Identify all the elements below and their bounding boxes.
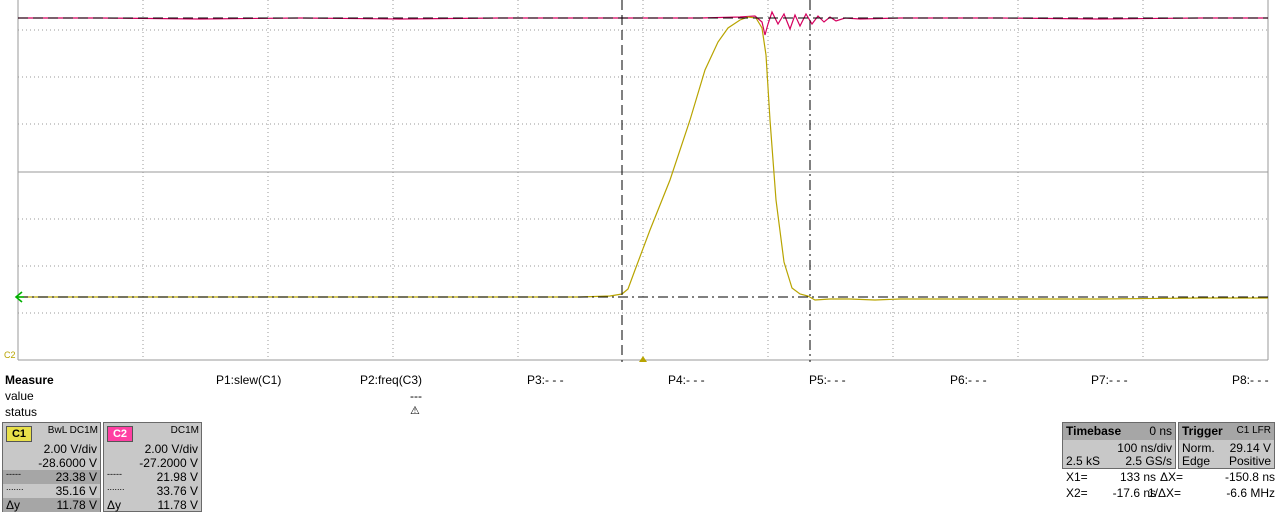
- c2-cursor2-symbol: .......: [107, 482, 125, 492]
- c1-cursor1-symbol: -----: [6, 469, 21, 479]
- x2-value: -17.6 ns: [1112, 486, 1156, 500]
- c2-offscreen-marker[interactable]: C2: [4, 350, 16, 360]
- timebase-title: Timebase: [1066, 424, 1122, 438]
- c1-delta-symbol: Δy: [6, 498, 21, 512]
- trigger-source: C1 LFR: [1236, 425, 1271, 436]
- inv-dx-value: -6.6 MHz: [1226, 486, 1275, 500]
- c1-cursor2-value: 35.16 V: [55, 484, 97, 498]
- c2-scale: 2.00 V/div: [144, 442, 198, 456]
- c1-ground-marker[interactable]: [14, 291, 24, 303]
- c1-cursor1-value: 23.38 V: [55, 470, 97, 484]
- measure-param-p7[interactable]: P7:- - -: [1091, 373, 1128, 387]
- trigger-level: 29.14 V: [1229, 441, 1271, 455]
- trigger-title: Trigger: [1182, 424, 1223, 438]
- trigger-mode: Norm.: [1182, 441, 1215, 455]
- x2-label: X2=: [1066, 486, 1088, 500]
- measure-param-p5[interactable]: P5:- - -: [809, 373, 846, 387]
- x1-label: X1=: [1066, 470, 1088, 484]
- timebase-delay: 0 ns: [1149, 424, 1172, 438]
- trigger-position-marker[interactable]: [639, 356, 647, 362]
- measure-row-status-label: status: [5, 405, 38, 419]
- c2-coupling: DC1M: [170, 425, 199, 436]
- c2-cursor1-value: 21.98 V: [156, 470, 198, 484]
- c2-waveform: [18, 10, 1268, 36]
- c1-offset: -28.6000 V: [38, 456, 97, 470]
- c1-channel-panel[interactable]: C1 BwL DC1M 2.00 V/div -28.6000 V ----- …: [2, 422, 101, 512]
- trigger-type: Edge: [1182, 454, 1211, 468]
- measure-param-p6[interactable]: P6:- - -: [950, 373, 987, 387]
- x1-value: 133 ns: [1119, 470, 1156, 484]
- measure-param-p3[interactable]: P3:- - -: [527, 373, 564, 387]
- c2-cursor2-value: 33.76 V: [156, 484, 198, 498]
- dx-label: ΔX=: [1160, 470, 1184, 484]
- c2-delta-symbol: Δy: [107, 498, 122, 512]
- c1-waveform: [18, 16, 1268, 301]
- measure-row-value-label: value: [5, 389, 34, 403]
- cursor-overlay[interactable]: [18, 0, 1268, 362]
- c2-delta-value: 11.78 V: [157, 498, 198, 512]
- c2-offset: -27.2000 V: [139, 456, 198, 470]
- c1-scale: 2.00 V/div: [43, 442, 97, 456]
- c1-delta-value: 11.78 V: [56, 498, 97, 512]
- c2-channel-panel[interactable]: C2 DC1M 2.00 V/div -27.2000 V ----- 21.9…: [103, 422, 202, 512]
- timebase-rate: 2.5 GS/s: [1125, 454, 1172, 468]
- c1-coupling: BwL DC1M: [47, 425, 98, 436]
- c2-channel-tag[interactable]: C2: [107, 426, 133, 442]
- c2-cursor1-symbol: -----: [107, 469, 122, 479]
- warning-icon: ⚠: [410, 405, 420, 417]
- measure-title: Measure: [5, 373, 54, 387]
- measure-param-p4[interactable]: P4:- - -: [668, 373, 705, 387]
- graticule: [17, 0, 1269, 361]
- measure-param-p2[interactable]: P2:freq(C3): [360, 373, 423, 387]
- timebase-samples: 2.5 kS: [1066, 454, 1101, 468]
- inv-dx-label: 1/ΔX=: [1148, 486, 1182, 500]
- c1-cursor2-symbol: .......: [6, 482, 24, 492]
- timebase-scale: 100 ns/div: [1117, 441, 1172, 455]
- trigger-slope: Positive: [1228, 454, 1271, 468]
- waveform-display[interactable]: C2: [0, 0, 1280, 362]
- dx-value: -150.8 ns: [1224, 470, 1275, 484]
- measure-param-p8[interactable]: P8:- - -: [1232, 373, 1269, 387]
- timebase-panel[interactable]: Timebase 0 ns 100 ns/div 2.5 kS 2.5 GS/s: [1062, 422, 1176, 469]
- measure-param-p1[interactable]: P1:slew(C1): [216, 373, 282, 387]
- c1-channel-tag[interactable]: C1: [6, 426, 32, 442]
- measure-p2-value: ---: [410, 389, 422, 403]
- trigger-panel[interactable]: Trigger C1 LFR Norm. 29.14 V Edge Positi…: [1178, 422, 1275, 469]
